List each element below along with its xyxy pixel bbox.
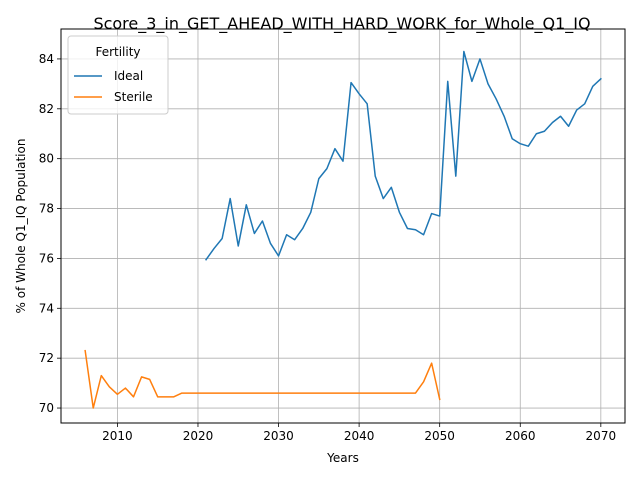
chart-title: Score_3_in_GET_AHEAD_WITH_HARD_WORK_for_… xyxy=(93,14,590,34)
y-tick-label: 78 xyxy=(39,202,54,216)
plot-frame xyxy=(60,28,626,424)
y-axis-label: % of Whole Q1_IQ Population xyxy=(14,139,28,314)
legend-label-sterile: Sterile xyxy=(114,90,153,104)
y-tick-label: 84 xyxy=(39,52,54,66)
y-tick-label: 70 xyxy=(39,401,54,415)
y-tick-label: 74 xyxy=(39,301,54,315)
x-tick-label: 2050 xyxy=(424,429,455,443)
legend: Fertility Ideal Sterile xyxy=(67,35,169,115)
x-tick-label: 2020 xyxy=(183,429,214,443)
x-axis-ticks: 2010 2020 2030 2040 2050 2060 2070 xyxy=(102,423,616,443)
y-tick-label: 80 xyxy=(39,152,54,166)
series-lines xyxy=(84,50,602,409)
y-axis-ticks: 70 72 74 76 78 80 82 84 xyxy=(39,52,61,415)
legend-label-ideal: Ideal xyxy=(114,69,143,83)
x-axis-label: Years xyxy=(326,451,359,465)
series-line-ideal xyxy=(204,50,602,261)
x-tick-label: 2030 xyxy=(263,429,294,443)
grid xyxy=(61,29,625,423)
x-tick-label: 2040 xyxy=(344,429,375,443)
legend-title: Fertility xyxy=(95,45,140,59)
series-line-sterile xyxy=(84,349,441,409)
x-tick-label: 2010 xyxy=(102,429,133,443)
x-tick-label: 2070 xyxy=(586,429,617,443)
y-tick-label: 82 xyxy=(39,102,54,116)
y-tick-label: 72 xyxy=(39,351,54,365)
y-tick-label: 76 xyxy=(39,251,54,265)
x-tick-label: 2060 xyxy=(505,429,536,443)
legend-box xyxy=(67,35,169,115)
